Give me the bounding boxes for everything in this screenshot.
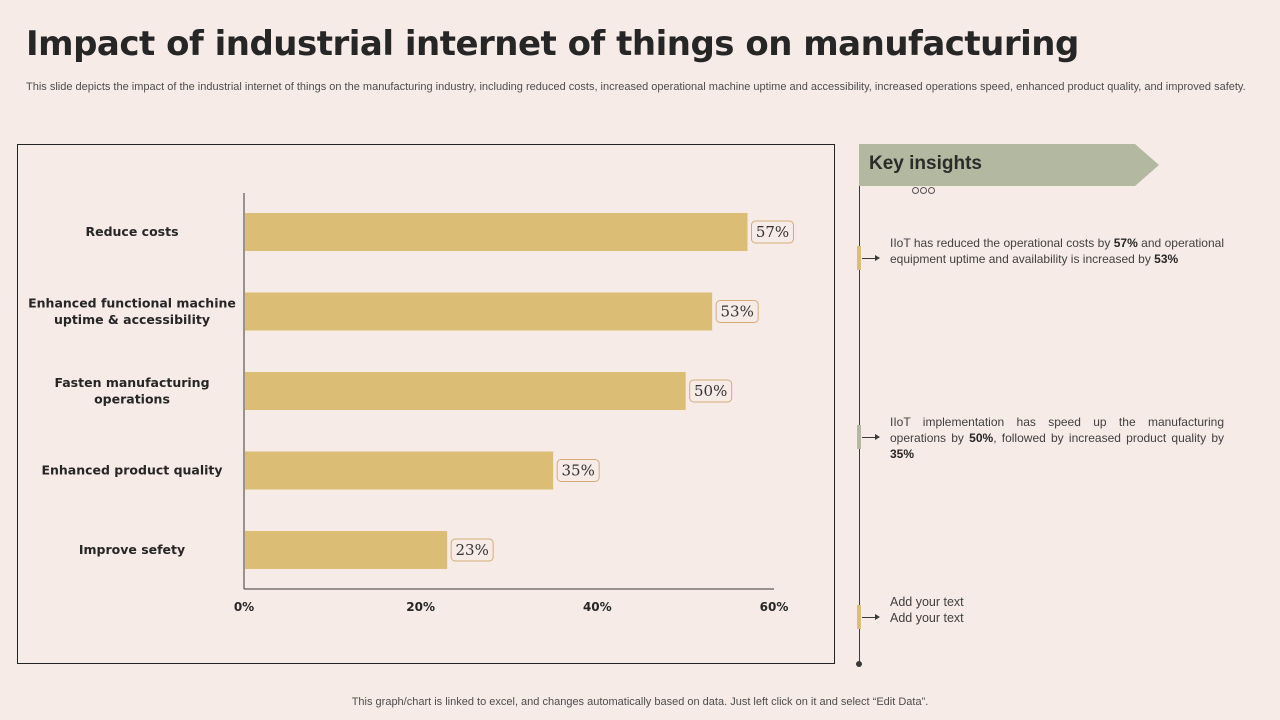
x-tick-label: 20% <box>406 600 435 614</box>
placeholder-line: Add your text <box>890 611 964 625</box>
bar[interactable] <box>245 213 748 251</box>
category-label-line: Fasten manufacturing <box>54 375 209 390</box>
x-tick-label: 60% <box>760 600 789 614</box>
chart-frame[interactable]: 0% 20% 40% 60% Reduce costs 57% Enhanced funct… <box>17 144 835 664</box>
dots-ornament-icon <box>912 181 936 194</box>
key-insights-header: Key insights <box>859 144 1159 186</box>
category-label-line: operations <box>94 391 170 406</box>
insight-text-segment: , followed by increased product quality … <box>993 431 1224 445</box>
placeholder-line: Add your text <box>890 595 964 609</box>
timeline-end-dot <box>856 661 862 667</box>
insight-highlight-value: 50% <box>969 431 994 445</box>
data-label-box <box>689 379 733 403</box>
page-title: Impact of industrial internet of things … <box>26 24 1079 64</box>
insight-marker <box>857 246 861 270</box>
data-label-box <box>751 220 794 244</box>
category-label: Enhanced functional machine uptime & acce… <box>28 295 236 327</box>
data-label: 57% <box>756 223 789 241</box>
insight-text[interactable]: IIoT has reduced the operational costs b… <box>890 235 1224 267</box>
category-label-line: uptime & accessibility <box>54 312 210 327</box>
bar-chart[interactable]: 0% 20% 40% 60% Reduce costs 57% Enhanced funct… <box>18 145 834 663</box>
category-label: Reduce costs <box>85 224 178 239</box>
category-label: Enhanced product quality <box>41 463 222 478</box>
category-label-line: Reduce costs <box>85 224 178 239</box>
category-label: Fasten manufacturing operations <box>54 375 209 407</box>
page-description: This slide depicts the impact of the ind… <box>26 81 1246 93</box>
insight-highlight-value: 53% <box>1154 252 1179 266</box>
data-label-box <box>450 538 494 562</box>
category-label-line: Enhanced product quality <box>41 463 222 478</box>
data-label: 23% <box>455 541 488 559</box>
arrow-right-icon <box>862 614 880 620</box>
bar[interactable] <box>245 292 713 331</box>
insight-marker <box>857 425 861 449</box>
category-label-line: Enhanced functional machine <box>28 295 236 310</box>
insight-text-segment: IIoT implementation has speed up the man… <box>890 415 1224 445</box>
insight-highlight-value: 35% <box>890 447 915 461</box>
key-insights-title: Key insights <box>869 153 982 174</box>
category-label-line: Improve sefety <box>79 542 185 557</box>
x-tick-label: 0% <box>234 600 254 614</box>
data-label-box <box>715 300 759 323</box>
arrow-right-icon <box>862 434 880 440</box>
placeholder-text[interactable]: Add your text Add your text <box>890 594 964 626</box>
insight-text[interactable]: IIoT implementation has speed up the man… <box>890 414 1224 462</box>
bar[interactable] <box>245 372 686 410</box>
insight-marker <box>857 605 861 629</box>
insight-text-segment: IIoT has reduced the operational costs b… <box>890 236 1114 250</box>
footer-note: This graph/chart is linked to excel, and… <box>351 696 929 708</box>
insight-highlight-value: 57% <box>1113 236 1138 250</box>
arrow-right-icon <box>862 255 880 261</box>
bar[interactable] <box>245 451 554 490</box>
data-label-box <box>556 459 600 482</box>
insight-text-segment: and operational equipment uptime and ava… <box>890 236 1224 266</box>
category-label: Improve sefety <box>79 542 185 557</box>
data-label: 50% <box>694 382 727 400</box>
bar[interactable] <box>245 531 448 569</box>
x-tick-label: 40% <box>583 600 612 614</box>
data-label: 35% <box>561 462 594 480</box>
data-label: 53% <box>720 303 753 321</box>
